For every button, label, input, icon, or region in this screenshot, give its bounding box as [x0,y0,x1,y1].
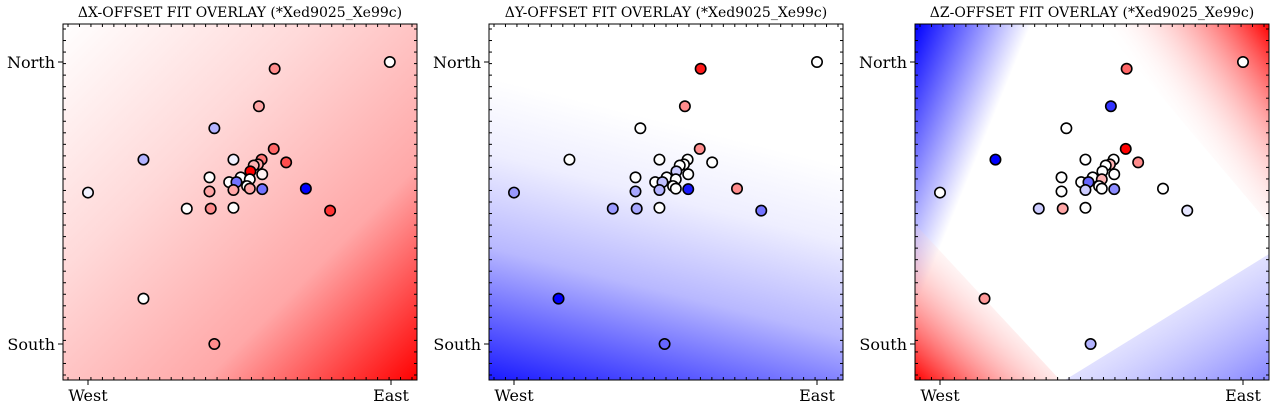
x-tick-label: East [373,386,409,405]
data-point [1032,202,1045,215]
data-point [203,185,216,198]
data-point [552,292,565,305]
data-point [978,292,991,305]
x-tick-label: East [799,386,835,405]
data-point [227,184,240,197]
data-point [137,292,150,305]
data-point [383,55,396,68]
data-point [267,142,280,155]
data-point [203,171,216,184]
data-point [1055,171,1068,184]
data-point [324,204,337,217]
data-point [989,153,1002,166]
panel-title: ΔZ-OFFSET FIT OVERLAY (*Xed9025_Xe99c) [930,5,1254,21]
data-point [227,153,240,166]
y-tick-label: South [433,335,481,354]
data-point [507,186,520,199]
data-point [268,62,281,75]
data-point [1055,185,1068,198]
data-point [933,186,946,199]
data-point [606,202,619,215]
x-tick-label: West [68,386,108,405]
data-point [755,204,768,217]
data-point [693,142,706,155]
data-point [731,182,744,195]
data-point [682,168,695,181]
data-point [243,182,256,195]
data-point [280,156,293,169]
data-point [208,122,221,135]
data-point [1079,201,1092,214]
data-point [653,153,666,166]
data-point [299,182,312,195]
data-point [1060,122,1073,135]
data-point [256,168,269,181]
data-point [1108,183,1121,196]
fit-surface-3 [915,24,1269,380]
data-point [82,186,95,199]
data-point [1079,153,1092,166]
data-point [1079,184,1092,197]
data-point [256,183,269,196]
data-point [1108,168,1121,181]
data-point [1104,100,1117,113]
data-point [252,100,265,113]
data-point [669,182,682,195]
y-tick-label: South [859,335,907,354]
data-point [227,201,240,214]
fit-surface-1 [63,24,417,380]
data-point [706,156,719,169]
y-tick-label: North [433,53,481,72]
panel-title: ΔX-OFFSET FIT OVERLAY (*Xed9025_Xe99c) [78,5,402,21]
data-point [1084,337,1097,350]
data-point [658,337,671,350]
data-point [1056,202,1069,215]
data-point [629,185,642,198]
data-point [629,171,642,184]
data-point [1132,156,1145,169]
data-point [810,55,823,68]
data-point [1119,142,1132,155]
panel-3: ΔZ-OFFSET FIT OVERLAY (*Xed9025_Xe99c) We… [859,5,1270,405]
y-tick-label: South [7,335,55,354]
data-point [653,184,666,197]
y-tick-label: North [859,53,907,72]
data-point [678,100,691,113]
data-point [204,202,217,215]
data-point [1157,182,1170,195]
fit-surface-2 [489,24,843,380]
data-point [563,153,576,166]
panel-2: ΔY-OFFSET FIT OVERLAY (*Xed9025_Xe99c) We… [433,5,844,405]
panel-1: ΔX-OFFSET FIT OVERLAY (*Xed9025_Xe99c) We… [7,5,418,405]
data-point [634,122,647,135]
y-tick-label: North [7,53,55,72]
data-point [1120,62,1133,75]
data-point [1181,204,1194,217]
panel-title: ΔY-OFFSET FIT OVERLAY (*Xed9025_Xe99c) [505,5,827,21]
x-tick-label: West [920,386,960,405]
x-tick-label: East [1225,386,1261,405]
data-point [694,62,707,75]
data-point [1237,55,1250,68]
data-point [1095,182,1108,195]
x-tick-label: West [494,386,534,405]
data-point [137,153,150,166]
data-point [208,337,221,350]
data-point [630,202,643,215]
data-point [682,183,695,196]
data-point [180,202,193,215]
data-point [653,201,666,214]
